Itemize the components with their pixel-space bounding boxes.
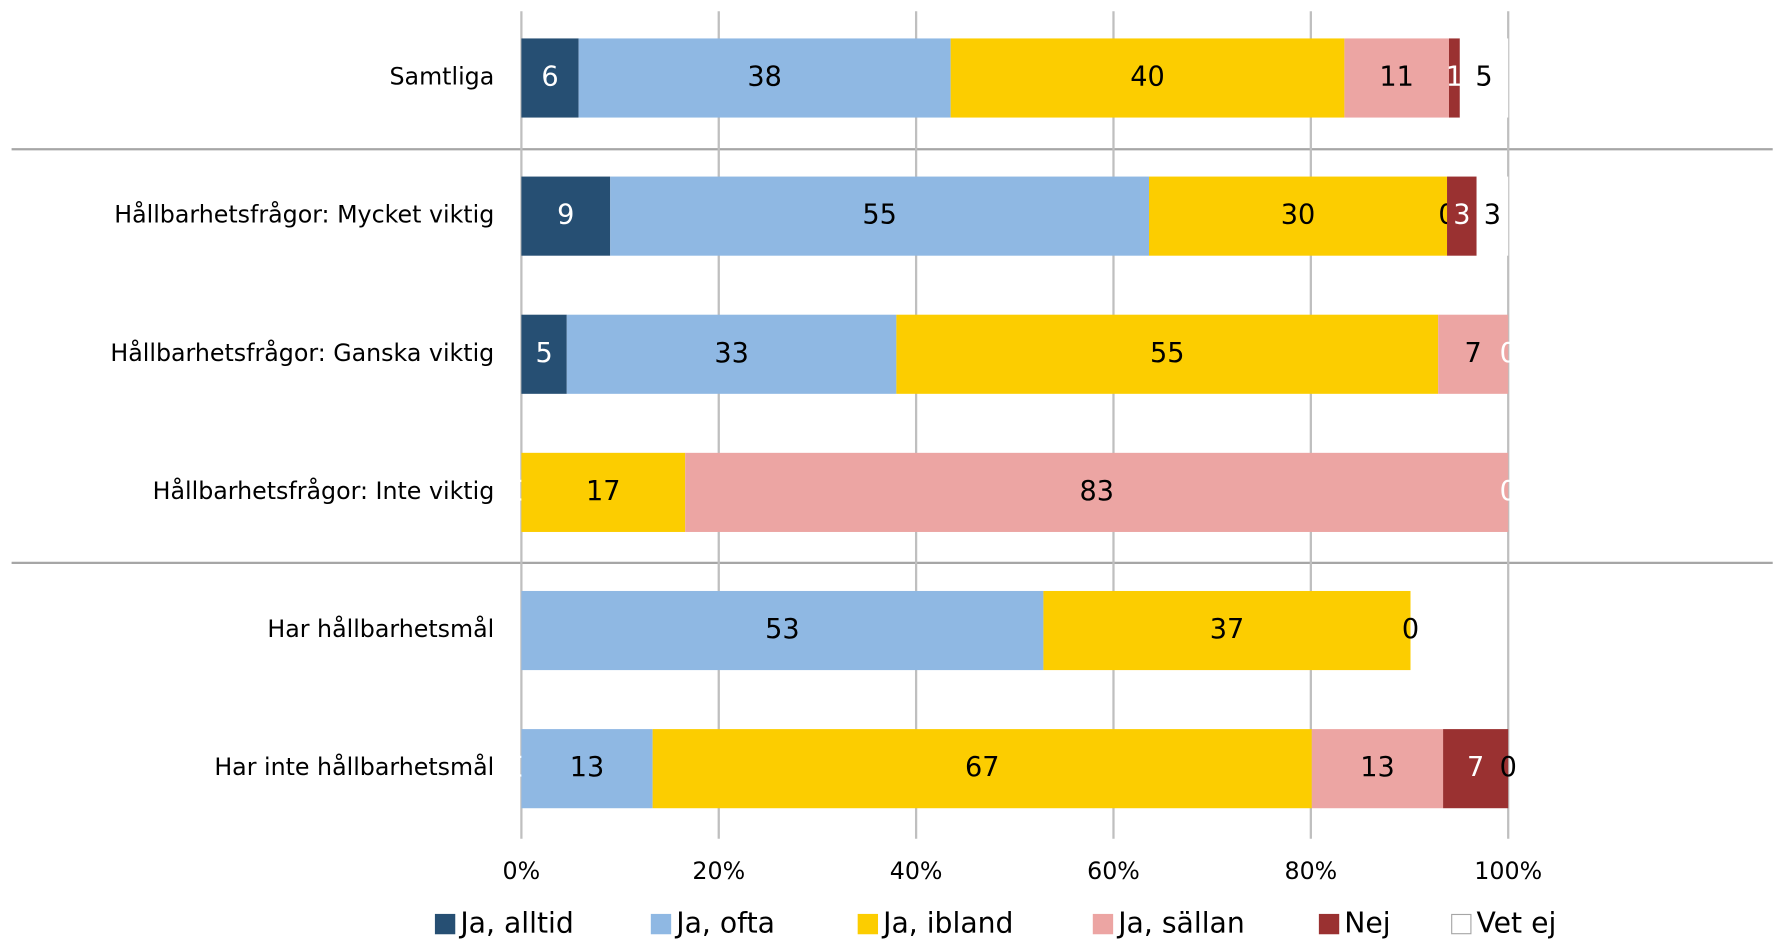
x-tick-label: 20%: [692, 857, 745, 885]
value-label: 1: [1446, 61, 1463, 92]
category-label: Hållbarhetsfrågor: Inte viktig: [153, 477, 495, 505]
value-label: 30: [1281, 200, 1316, 231]
bar-segment: [1149, 176, 1448, 256]
x-tick-label: 0%: [503, 857, 541, 885]
category-label: Hållbarhetsfrågor: Ganska viktig: [110, 339, 494, 367]
value-label: 37: [1210, 614, 1245, 645]
value-label: 0: [1500, 752, 1517, 783]
value-label: 33: [714, 338, 749, 369]
legend-label: Ja, alltid: [458, 907, 573, 940]
value-label: 55: [862, 200, 897, 231]
value-label: 6: [541, 61, 558, 92]
bar-segment: [1459, 38, 1509, 118]
value-label: 5: [1475, 61, 1492, 92]
value-label: 17: [586, 476, 621, 507]
bar-segment: [896, 314, 1439, 394]
legend-label: Vet ej: [1477, 907, 1557, 940]
x-tick-label: 40%: [890, 857, 943, 885]
bar-segment: [1043, 590, 1411, 671]
value-label: 11: [1379, 61, 1414, 92]
value-label: 7: [1467, 752, 1484, 783]
bar-segment: [950, 38, 1345, 118]
legend-swatch: [1318, 913, 1340, 935]
legend-swatch: [434, 913, 456, 935]
legend-swatch: [650, 913, 672, 935]
value-label: 0: [1500, 476, 1517, 507]
value-label: 3: [1484, 200, 1501, 231]
value-label: 13: [570, 752, 605, 783]
bar-segment: [521, 38, 579, 118]
bar-segment: [521, 590, 1044, 671]
bar-segment: [1476, 176, 1509, 256]
legend-label: Ja, ofta: [674, 907, 775, 940]
value-label: 53: [765, 614, 800, 645]
bar-segment: [1311, 729, 1444, 809]
bar-segment: [578, 38, 951, 118]
value-label: 13: [1360, 752, 1395, 783]
bar-segment: [610, 176, 1150, 256]
legend-label: Nej: [1344, 907, 1390, 940]
x-tick-label: 100%: [1474, 857, 1542, 885]
value-label: 5: [535, 338, 552, 369]
value-label: 0: [1500, 338, 1517, 369]
category-label: Har inte hållbarhetsmål: [214, 753, 494, 781]
bar-segment: [521, 729, 653, 809]
value-label: 55: [1150, 338, 1185, 369]
value-label: 3: [1453, 200, 1470, 231]
legend-label: Ja, sällan: [1116, 907, 1245, 940]
bar-segment: [1447, 176, 1477, 256]
bar-segment: [521, 314, 567, 394]
bar-segment: [566, 314, 897, 394]
legend-label: Ja, ibland: [881, 907, 1013, 940]
category-label: Har hållbarhetsmål: [267, 615, 494, 643]
x-tick-label: 60%: [1087, 857, 1140, 885]
bar-segment: [1449, 38, 1460, 118]
bar-segment: [1438, 314, 1509, 394]
value-label: 0: [1402, 614, 1419, 645]
category-label: Hållbarhetsfrågor: Mycket viktig: [114, 201, 494, 229]
bar-segment: [652, 729, 1312, 809]
value-label: 40: [1130, 61, 1165, 92]
bar-segment: [521, 176, 611, 256]
value-label: 9: [557, 200, 574, 231]
legend-swatch: [857, 913, 879, 935]
category-label: Samtliga: [389, 62, 494, 90]
bar-segment: [1344, 38, 1450, 118]
value-label: 67: [965, 752, 1000, 783]
value-label: 38: [747, 61, 782, 92]
legend-swatch: [1451, 913, 1472, 935]
legend-swatch: [1092, 913, 1114, 935]
bar-segment: [1443, 729, 1509, 809]
value-label: 7: [1465, 338, 1482, 369]
bar-segment: [685, 452, 1509, 532]
value-label: 83: [1079, 476, 1114, 507]
bar-segment: [521, 452, 686, 532]
x-tick-label: 80%: [1284, 857, 1337, 885]
